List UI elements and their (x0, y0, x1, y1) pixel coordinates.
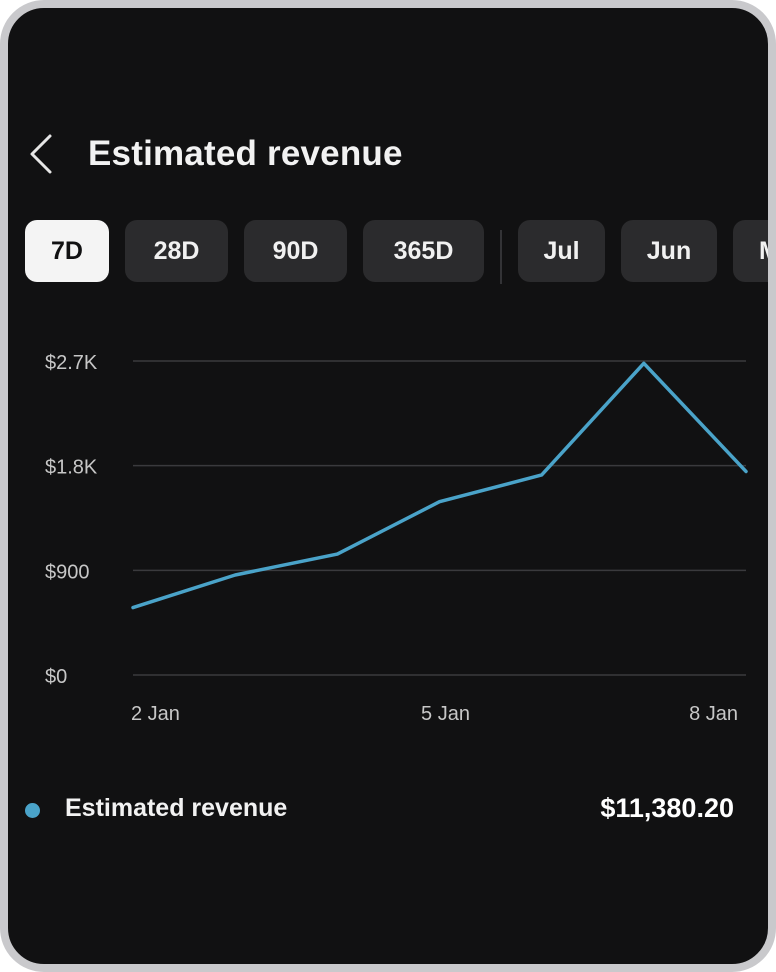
filter-jul[interactable]: Jul (518, 220, 605, 282)
filter-28d[interactable]: 28D (125, 220, 228, 282)
filter-jun[interactable]: Jun (621, 220, 717, 282)
back-button[interactable] (24, 132, 64, 176)
page-title: Estimated revenue (88, 134, 403, 173)
y-tick-label: $900 (45, 561, 90, 583)
legend-total-value: $11,380.20 (600, 793, 734, 823)
series-line-estimated-revenue (131, 361, 748, 610)
filter-month-partial[interactable]: M (733, 220, 768, 282)
legend-label: Estimated revenue (65, 794, 288, 822)
filter-365d[interactable]: 365D (363, 220, 484, 282)
header: Estimated revenue (8, 120, 768, 188)
x-tick-label: 2 Jan (131, 703, 180, 725)
y-tick-label: $0 (45, 666, 67, 688)
legend-swatch (25, 803, 40, 818)
period-filter-bar: 7D 28D 90D 365D Jul Jun M (8, 220, 768, 284)
y-tick-label: $2.7K (45, 352, 98, 374)
y-tick-label: $1.8K (45, 457, 98, 479)
chart-legend: Estimated revenue $11,380.20 (8, 786, 768, 836)
filter-90d[interactable]: 90D (244, 220, 347, 282)
revenue-line-chart: $0 $900 $1.8K $2.7K 2 Jan 5 Jan 8 Jan (45, 352, 748, 725)
x-tick-label: 5 Jan (421, 703, 470, 725)
chevron-left-icon (30, 134, 52, 174)
x-tick-label: 8 Jan (689, 703, 738, 725)
filter-7d[interactable]: 7D (25, 220, 109, 282)
filter-divider (500, 230, 502, 284)
